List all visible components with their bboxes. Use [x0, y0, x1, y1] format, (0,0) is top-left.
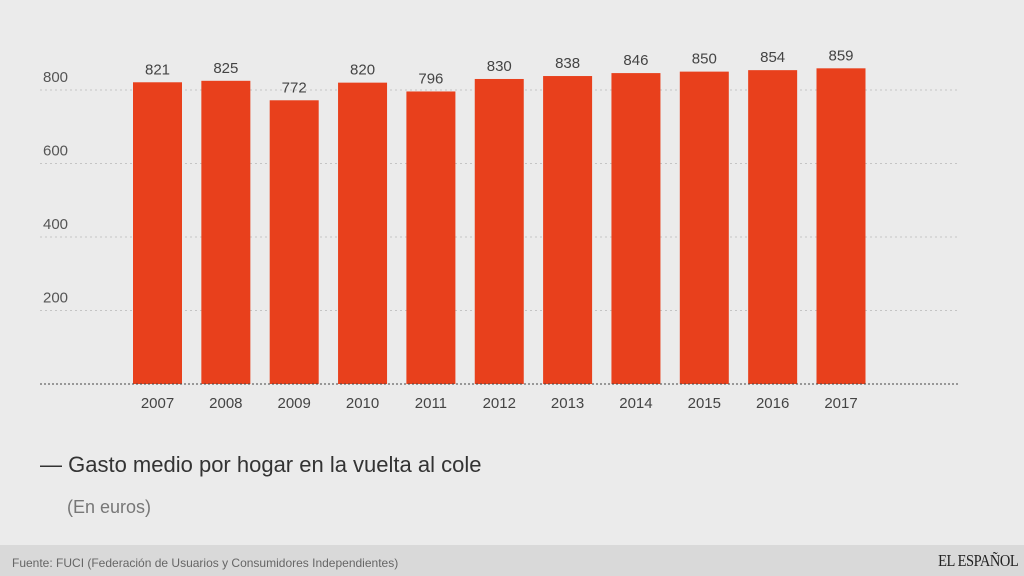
- bar: [748, 70, 798, 384]
- x-tick-label: 2010: [346, 395, 379, 412]
- bar: [201, 80, 251, 384]
- bar: [611, 73, 661, 384]
- x-tick-label: 2017: [824, 395, 857, 412]
- y-tick-label: 400: [43, 216, 68, 233]
- x-tick-label: 2012: [483, 395, 516, 412]
- bar: [406, 91, 456, 384]
- data-label: 838: [555, 55, 580, 72]
- chart-title: — Gasto medio por hogar en la vuelta al …: [40, 452, 482, 477]
- y-tick-label: 200: [43, 290, 68, 307]
- x-tick-label: 2015: [688, 395, 721, 412]
- footer: Fuente: FUCI (Federación de Usuarios y C…: [0, 545, 1024, 576]
- y-tick-label: 800: [43, 69, 68, 86]
- x-tick-label: 2016: [756, 395, 789, 412]
- bar: [679, 71, 729, 384]
- x-tick-label: 2013: [551, 395, 584, 412]
- x-tick-label: 2008: [209, 395, 242, 412]
- data-label: 854: [760, 49, 785, 66]
- data-label: 850: [692, 51, 717, 68]
- bar: [338, 82, 388, 385]
- data-label: 830: [487, 58, 512, 75]
- data-label: 772: [282, 79, 307, 96]
- bar: [816, 68, 866, 384]
- y-tick-label: 600: [43, 143, 68, 160]
- data-label: 846: [623, 52, 648, 69]
- bar: [474, 78, 524, 384]
- data-label: 825: [213, 60, 238, 77]
- x-tick-label: 2011: [415, 395, 447, 412]
- source-text: Fuente: FUCI (Federación de Usuarios y C…: [12, 556, 399, 570]
- data-label: 859: [828, 47, 853, 64]
- bar: [133, 82, 182, 384]
- data-label: 821: [145, 61, 170, 78]
- bar: [543, 76, 593, 384]
- bar-chart: 200 400 600 800 821 2007 825 2008 772 2009 820 2010…: [40, 47, 958, 412]
- data-label: 796: [418, 70, 443, 87]
- data-label: 820: [350, 62, 375, 79]
- chart-subtitle: (En euros): [67, 497, 152, 517]
- x-tick-label: 2014: [619, 395, 652, 412]
- logo: EL ESPAÑOL: [937, 551, 1019, 570]
- x-tick-label: 2009: [278, 395, 311, 412]
- bar: [269, 100, 319, 384]
- x-tick-label: 2007: [141, 395, 174, 412]
